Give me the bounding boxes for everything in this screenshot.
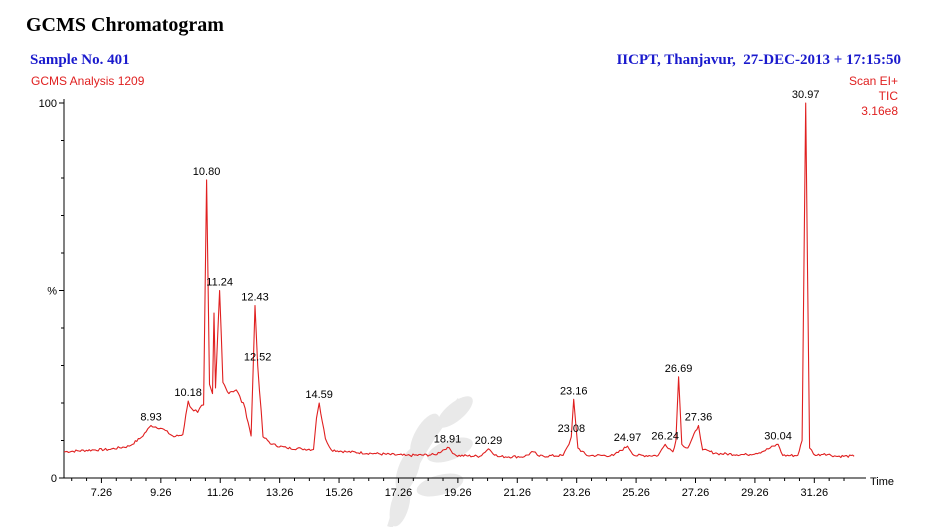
peak-label: 18.91 [434,433,462,445]
peak-label: 26.69 [665,363,693,375]
x-tick-label: 25.26 [622,487,650,499]
y-tick-label: 100 [39,98,57,110]
tic-trace-line [63,102,855,459]
peak-label: 12.52 [244,352,272,364]
institute-date: IICPT, Thanjavur, 27-DEC-2013 + 17:15:50 [616,52,901,68]
peak-label: 10.18 [174,387,202,399]
x-tick-label: 23.26 [563,487,591,499]
intensity-value: 3.16e8 [861,104,898,118]
x-tick-label: 15.26 [325,487,353,499]
chart-ticks: 0% 100 7.26 9.26 11.26 13.26 15.26 17.26 19.26 21… [39,98,894,499]
x-tick-label: 13.26 [266,487,294,499]
x-tick-label: 7.26 [91,487,112,499]
chart-title: GCMS Chromatogram [26,14,224,36]
x-tick-label: 19.26 [444,487,472,499]
chart-axes [63,99,866,479]
peak-labels: 8.93 10.18 10.80 11.24 12.43 12.52 14.59 18.91 2… [140,89,819,447]
x-tick-label: 29.26 [741,487,769,499]
x-tick-label: 11.26 [207,487,234,499]
x-tick-label: 27.26 [682,487,710,499]
peak-label: 8.93 [140,412,161,424]
peak-label: 27.36 [685,412,713,424]
peak-label: 30.04 [764,430,792,442]
scan-mode: Scan EI+ [848,74,898,88]
sample-number: Sample No. 401 [30,52,130,68]
y-tick-label: 0 [51,473,57,485]
x-tick-label: 9.26 [150,487,171,499]
y-tick-label: % [47,286,57,298]
peak-label: 24.97 [614,432,642,444]
peak-label: 12.43 [241,292,269,304]
peak-label: 11.24 [206,277,233,289]
x-axis-label: Time [870,476,894,488]
peak-label: 20.29 [475,435,503,447]
peak-label: 10.80 [193,166,221,178]
tic-label: TIC [878,89,898,103]
x-tick-label: 17.26 [385,487,413,499]
chart-series [63,102,855,459]
analysis-id: GCMS Analysis 1209 [31,74,145,88]
peak-label: 23.16 [560,385,588,397]
x-tick-label: 31.26 [801,487,829,499]
scan-info: Scan EI+ TIC 3.16e8 [849,74,898,119]
peak-label: 26.24 [651,430,679,442]
x-tick-label: 21.26 [504,487,532,499]
peak-label: 14.59 [305,389,333,401]
peak-label: 30.97 [792,89,820,101]
peak-label: 23.08 [558,423,586,435]
